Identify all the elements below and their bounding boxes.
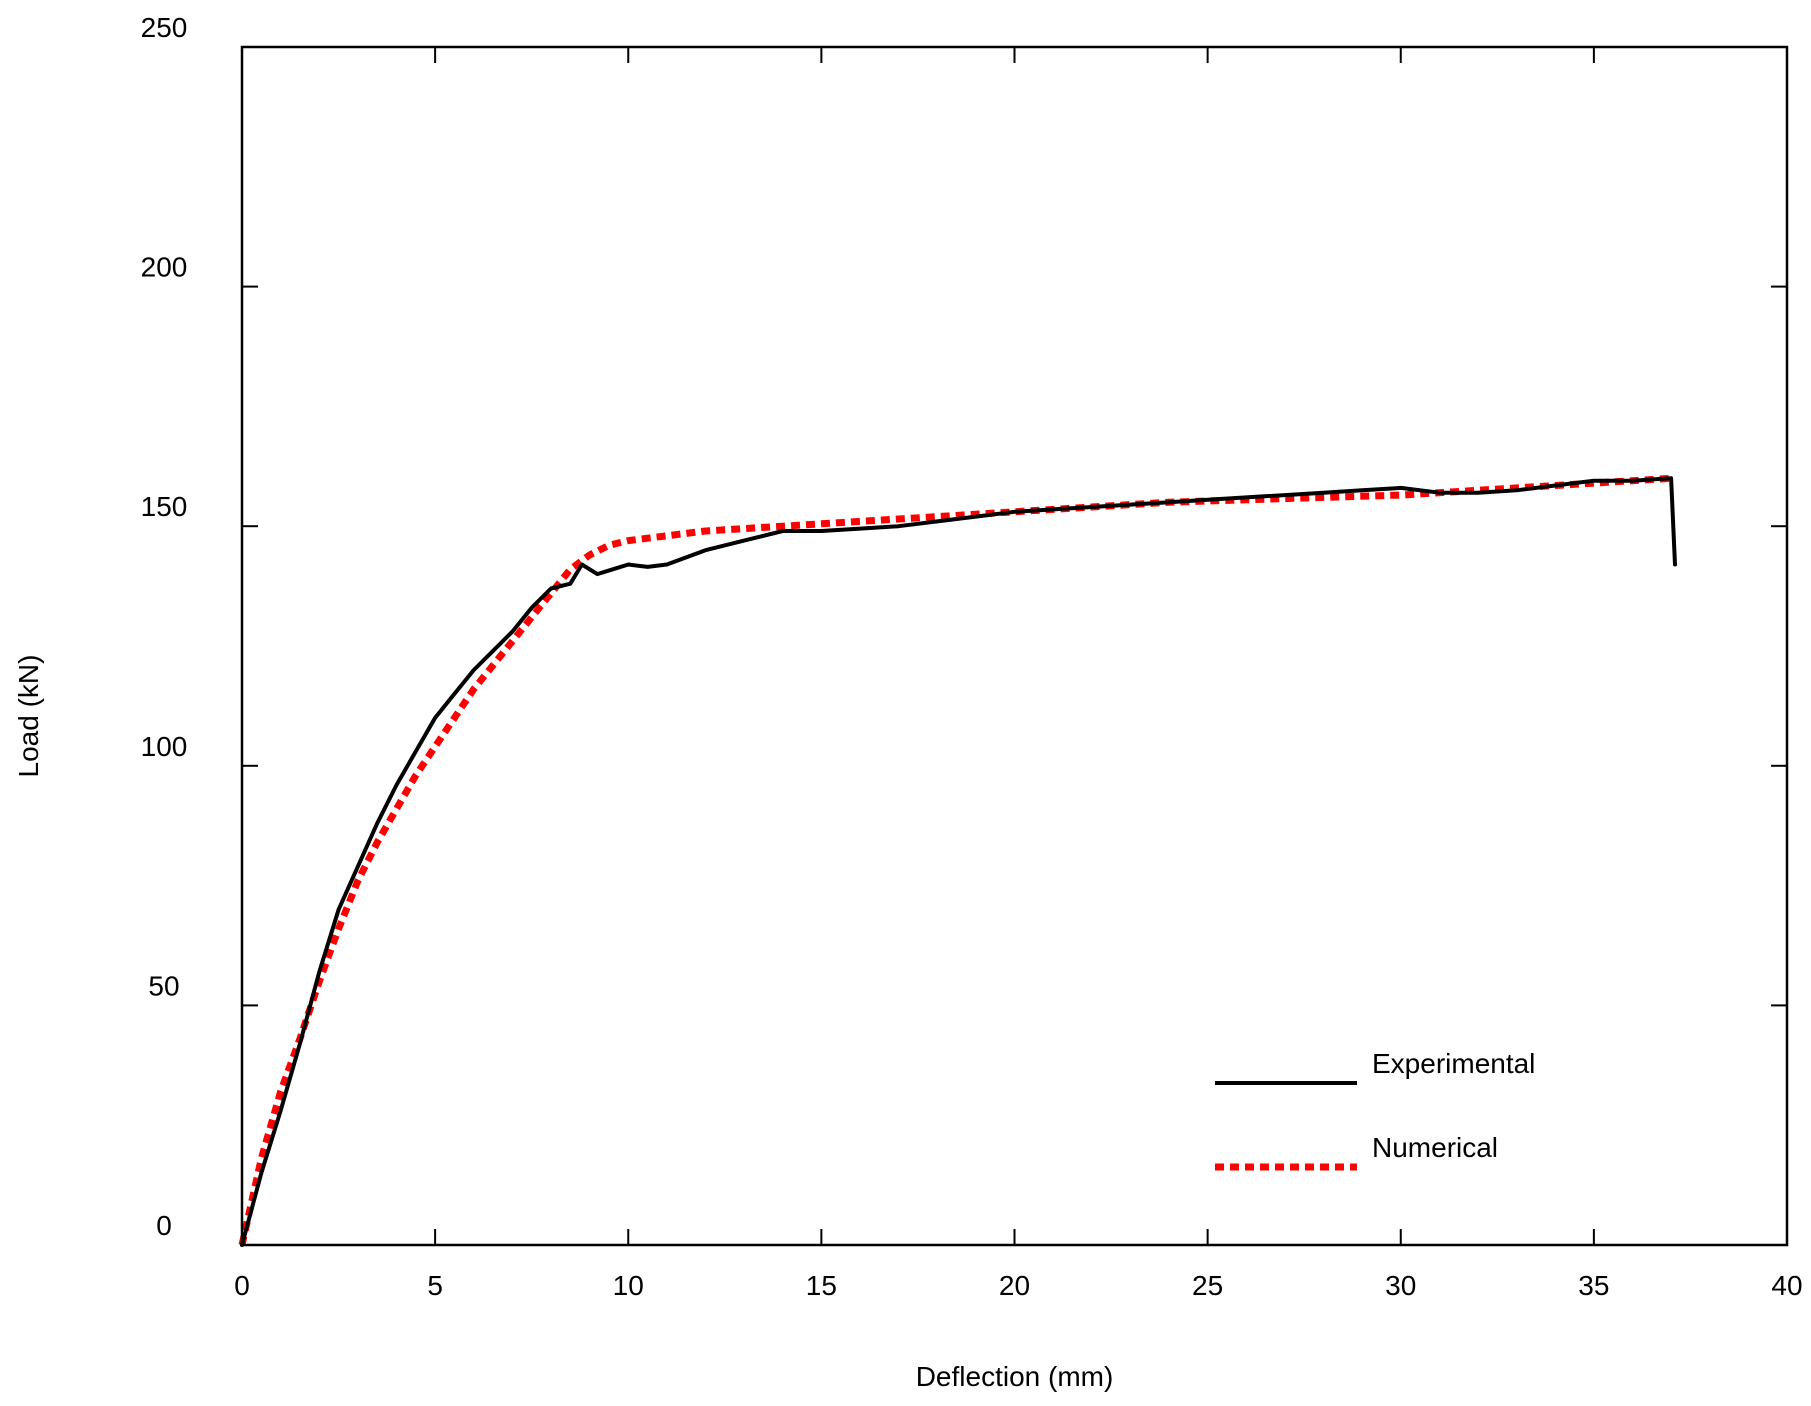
- x-tick-label-6: 30: [1385, 1270, 1416, 1301]
- y-tick-label-1: 50: [148, 970, 179, 1001]
- y-axis-title: Load (kN): [13, 655, 44, 778]
- x-tick-label-8: 40: [1771, 1270, 1802, 1301]
- series-layer: [238, 474, 1677, 1247]
- x-tick-label-0: 0: [234, 1270, 250, 1301]
- series-line-numerical: [238, 474, 1672, 1246]
- plot-frame: [240, 45, 1789, 1247]
- x-tick-label-1: 5: [427, 1270, 443, 1301]
- x-tick-label-7: 35: [1578, 1270, 1609, 1301]
- y-tick-label-5: 250: [141, 12, 188, 43]
- series-line-experimental: [240, 476, 1677, 1247]
- y-tick-label-3: 150: [141, 491, 188, 522]
- x-tick-label-4: 20: [999, 1270, 1030, 1301]
- y-tick-label-0: 0: [156, 1210, 172, 1241]
- legend: Experimental Numerical: [1215, 1048, 1535, 1171]
- y-tick-label-2: 100: [141, 731, 188, 762]
- tick-labels: 0 5 10 15 20 25 30 35 40 0 50 100 150 200 250: [141, 12, 1803, 1301]
- x-axis-title: Deflection (mm): [916, 1361, 1114, 1392]
- legend-label-numerical: Numerical: [1372, 1132, 1498, 1163]
- x-tick-label-5: 25: [1192, 1270, 1223, 1301]
- x-tick-label-2: 10: [613, 1270, 644, 1301]
- tick-marks: [241, 46, 1788, 1246]
- y-tick-label-4: 200: [141, 252, 188, 283]
- x-tick-label-3: 15: [806, 1270, 837, 1301]
- legend-label-experimental: Experimental: [1372, 1048, 1535, 1079]
